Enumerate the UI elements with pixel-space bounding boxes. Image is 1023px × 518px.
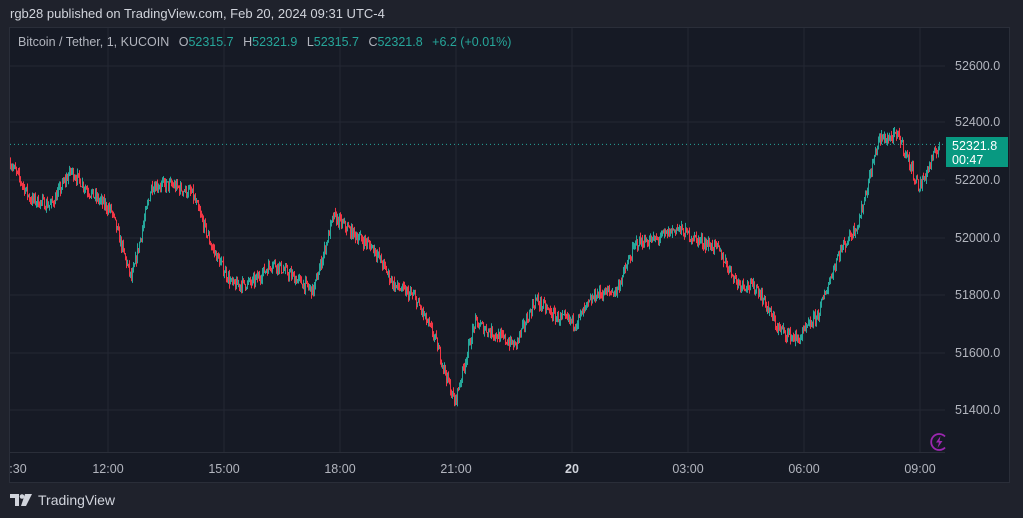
price-tick: 52000.0	[955, 231, 1001, 245]
ohlc-legend: Bitcoin / Tether, 1, KUCOIN O52315.7 H52…	[18, 35, 511, 49]
price-axis[interactable]: 52600.0 52400.0 52200.0 52000.0 51800.0 51600…	[945, 28, 1009, 452]
close-label: C	[368, 35, 378, 49]
last-price-label: 52321.8 00:47	[946, 137, 1008, 167]
candlestick-chart[interactable]	[10, 28, 945, 452]
low-label: L	[306, 35, 314, 49]
price-tick: 52400.0	[955, 115, 1001, 129]
time-tick: :30	[9, 462, 27, 476]
symbol-title[interactable]: Bitcoin / Tether, 1, KUCOIN	[18, 35, 170, 49]
price-tick: 51800.0	[955, 288, 1001, 302]
time-tick: 21:00	[440, 462, 472, 476]
time-tick: 03:00	[672, 462, 704, 476]
close-value: 52321.8	[377, 35, 423, 49]
time-tick: 06:00	[788, 462, 820, 476]
chart-frame	[9, 27, 1010, 483]
lightning-icon[interactable]	[929, 432, 949, 452]
price-tick: 51600.0	[955, 346, 1001, 360]
time-tick: 12:00	[92, 462, 124, 476]
high-label: H	[243, 35, 253, 49]
brand-name: TradingView	[38, 492, 116, 508]
time-tick: 15:00	[208, 462, 240, 476]
publisher-line: rgb28 published on TradingView.com, Feb …	[10, 6, 385, 21]
change-value: +6.2 (+0.01%)	[432, 35, 512, 49]
price-tick: 52600.0	[955, 59, 1001, 73]
bar-countdown: 00:47	[952, 153, 984, 167]
time-tick: 20	[565, 462, 579, 476]
price-tick: 51400.0	[955, 403, 1001, 417]
open-value: 52315.7	[188, 35, 234, 49]
time-tick: 18:00	[324, 462, 356, 476]
time-axis[interactable]: :30 12:00 15:00 18:00 21:00 20 03:00 06:00 09:00	[9, 452, 945, 483]
high-value: 52321.9	[252, 35, 298, 49]
last-price-value: 52321.8	[952, 139, 998, 153]
tradingview-logo-icon	[10, 494, 32, 506]
open-label: O	[178, 35, 189, 49]
price-tick: 52200.0	[955, 173, 1001, 187]
footer-brand: TradingView	[10, 492, 115, 508]
time-tick: 09:00	[904, 462, 936, 476]
low-value: 52315.7	[313, 35, 359, 49]
